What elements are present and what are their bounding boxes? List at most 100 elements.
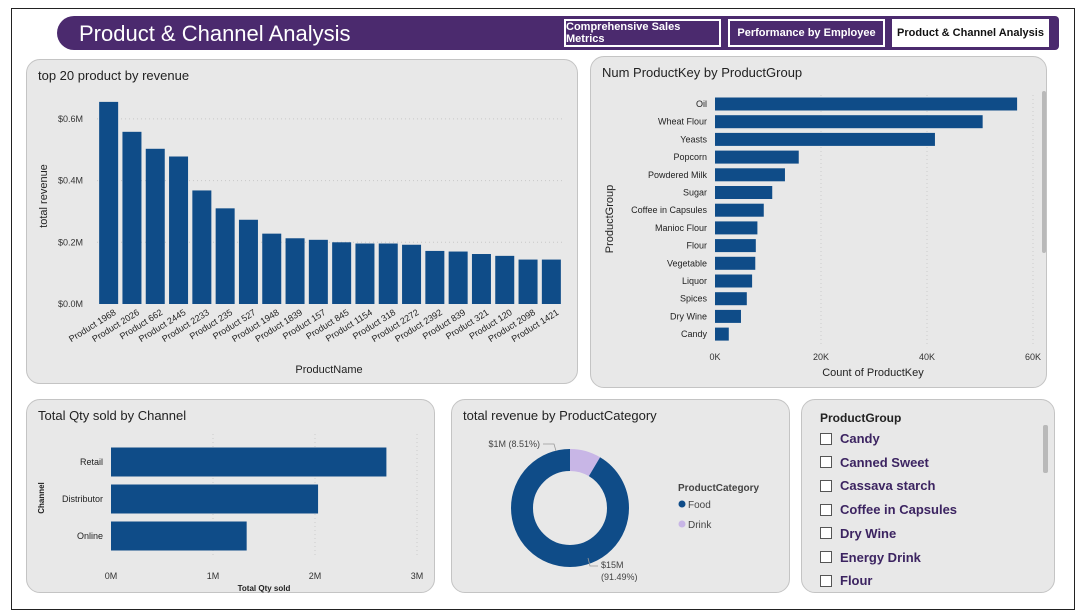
y-tick-label: Coffee in Capsules [631, 205, 707, 215]
tab-product-channel-analysis[interactable]: Product & Channel Analysis [892, 19, 1049, 47]
slicer-title: ProductGroup [820, 411, 902, 425]
productgroup-panel: Num ProductKey by ProductGroup 0K 20K 40K 6… [590, 56, 1047, 388]
productgroup-scrollbar[interactable] [1042, 91, 1046, 253]
bar [402, 244, 422, 304]
slicer-checkbox[interactable] [820, 574, 832, 587]
slicer-checkbox[interactable] [820, 479, 832, 492]
y-tick-label: $0.4M [58, 176, 83, 186]
bar [715, 150, 799, 164]
category-panel: total revenue by ProductCategory $1M (8.… [451, 399, 790, 593]
channel-panel: Total Qty sold by Channel 0M 1M 2M 3M Retail… [26, 399, 435, 593]
slicer-checkbox[interactable] [820, 527, 832, 540]
tab-performance-by-employee[interactable]: Performance by Employee [728, 19, 885, 47]
x-tick-label: 0M [105, 571, 118, 581]
legend-title: ProductCategory [678, 483, 760, 494]
page-title: Product & Channel Analysis [79, 21, 351, 46]
y-tick-label: Flour [686, 241, 707, 251]
y-tick-label: Candy [681, 329, 708, 339]
bar [715, 292, 747, 306]
bar [262, 233, 282, 304]
legend-item: Drink [688, 520, 712, 531]
slicer-checkbox[interactable] [820, 503, 832, 516]
bar [495, 255, 515, 304]
bar [715, 239, 756, 253]
food-data-label: $15M [601, 560, 624, 570]
x-tick-label: 20K [813, 352, 829, 362]
slicer-item[interactable]: Flour [820, 573, 873, 588]
y-axis-title: Channel [37, 482, 46, 514]
slicer-scrollbar[interactable] [1043, 425, 1048, 473]
bar [111, 447, 387, 477]
slicer-item-label: Canned Sweet [840, 454, 929, 470]
y-tick-label: Distributor [62, 494, 103, 504]
y-tick-label: Yeasts [680, 134, 707, 144]
bar [145, 148, 165, 304]
y-tick-label: Online [77, 531, 103, 541]
y-tick-label: Vegetable [667, 258, 707, 268]
slicer-item[interactable]: Dry Wine [820, 526, 896, 541]
productgroup-title: Num ProductKey by ProductGroup [602, 65, 803, 80]
y-axis-title: ProductGroup [604, 185, 616, 253]
bar [285, 238, 305, 304]
bar [169, 156, 189, 304]
bar [541, 259, 561, 304]
y-tick-label: Popcorn [673, 152, 707, 162]
channel-chart: 0M 1M 2M 3M Retail Distributor Online Channel To… [37, 434, 423, 593]
bar [122, 131, 142, 304]
top-products-title: top 20 product by revenue [38, 68, 190, 83]
slicer-item-label: Flour [840, 573, 873, 589]
slicer-item[interactable]: Energy Drink [820, 550, 921, 565]
bar [518, 259, 538, 304]
bar [715, 115, 983, 129]
bar [715, 168, 785, 182]
donut-slice-food [511, 449, 629, 567]
slicer-checkbox[interactable] [820, 551, 832, 563]
tab-comprehensive-sales-metrics[interactable]: Comprehensive Sales Metrics [564, 19, 721, 47]
bar [99, 101, 119, 304]
legend-item: Food [688, 500, 711, 511]
bar [715, 309, 741, 323]
slicer-item[interactable]: Coffee in Capsules [820, 502, 957, 517]
food-leader-line [587, 557, 598, 567]
slicer-item-label: Energy Drink [840, 549, 921, 565]
legend-marker [678, 520, 686, 528]
x-tick-label: 1M [207, 571, 220, 581]
bar [715, 274, 753, 288]
bar [378, 243, 398, 304]
drink-data-label: $1M (8.51%) [488, 439, 540, 449]
bar [448, 251, 468, 304]
y-tick-label: Wheat Flour [658, 117, 707, 127]
slicer-item[interactable]: Canned Sweet [820, 455, 929, 470]
bar [308, 239, 328, 304]
y-axis-title: total revenue [38, 164, 50, 228]
bar [111, 484, 319, 514]
bar [715, 327, 729, 341]
x-axis-title: Count of ProductKey [822, 367, 924, 379]
y-tick-label: Manioc Flour [655, 223, 707, 233]
productgroup-slicer: ProductGroup Candy Canned Sweet Cassava st… [801, 399, 1055, 593]
y-tick-label: Retail [80, 457, 103, 467]
bar [215, 208, 235, 304]
bar [715, 203, 764, 217]
bar [715, 186, 773, 199]
x-axis-title: ProductName [295, 364, 362, 376]
bar [192, 190, 212, 304]
x-tick-label: 2M [309, 571, 322, 581]
bar [715, 97, 1018, 111]
bar [715, 221, 758, 235]
drink-leader-line [543, 443, 557, 452]
slicer-item-label: Dry Wine [840, 525, 897, 541]
slicer-item[interactable]: Cassava starch [820, 478, 935, 493]
channel-title: Total Qty sold by Channel [38, 408, 187, 423]
y-tick-label: $0.6M [58, 114, 83, 124]
x-tick-label: 60K [1025, 352, 1041, 362]
slicer-checkbox[interactable] [820, 432, 832, 445]
slicer-checkbox[interactable] [820, 456, 832, 469]
slicer-item-label: Coffee in Capsules [840, 502, 958, 518]
y-tick-label: Powdered Milk [648, 170, 708, 180]
category-donut-chart: $1M (8.51%) $15M (91.49%) ProductCategory Fo… [488, 439, 760, 582]
bar [425, 250, 445, 304]
y-tick-label: Sugar [683, 188, 707, 198]
slicer-item[interactable]: Candy [820, 431, 880, 446]
